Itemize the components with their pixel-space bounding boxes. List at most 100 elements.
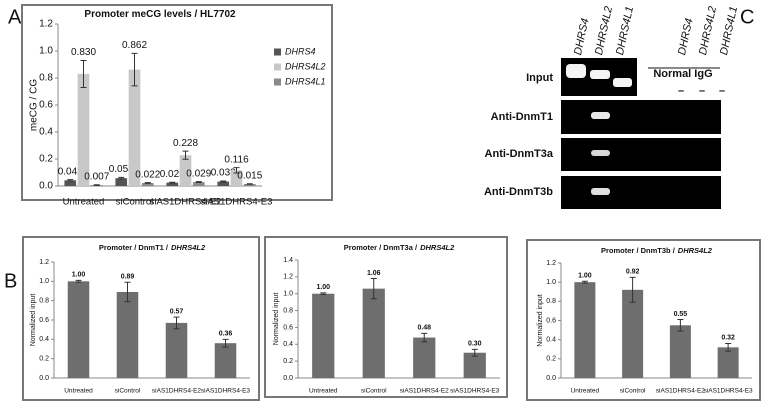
x-tick-label: siAS1DHRS4-E2 [400, 388, 450, 395]
error-bar [471, 348, 478, 357]
error-bar [421, 332, 428, 343]
value-label: 0.042 [58, 166, 83, 177]
x-tick-label: Untreated [309, 388, 338, 395]
bar [214, 343, 237, 378]
value-label: 0.015 [237, 170, 262, 181]
chart-title-text: Promoter / DnmT3b / [601, 246, 676, 255]
value-label: 0.033 [211, 168, 236, 179]
y-tick-label: 1.0 [39, 278, 49, 285]
error-bar [629, 276, 636, 303]
error-bar [173, 316, 180, 330]
gel-image [561, 176, 721, 209]
x-tick-label: Untreated [63, 197, 105, 208]
error-bar [370, 278, 377, 300]
error-bar [131, 52, 138, 87]
y-tick-label: 1.0 [283, 291, 293, 298]
value-label: 0.55 [674, 311, 688, 318]
chart: Promoter / DnmT3a / DHRS4L2 Normalized inp… [264, 236, 508, 398]
legend-label: DHRS4 [285, 46, 316, 56]
bar [192, 182, 205, 186]
error-bar [93, 184, 100, 186]
y-tick-label: 0.2 [39, 356, 49, 363]
error-bar [124, 281, 131, 303]
value-label: 1.00 [72, 272, 86, 279]
chart-frame [526, 239, 761, 401]
y-tick-label: 1.4 [283, 257, 293, 264]
y-tick-label: 0.4 [546, 337, 556, 344]
lane-label: DHRS4L1 [614, 5, 636, 56]
y-tick-label: 0.6 [546, 317, 556, 324]
y-tick-label: 0.0 [546, 375, 556, 382]
y-tick-label: 1.2 [39, 19, 53, 30]
bar [230, 170, 243, 186]
error-bar [182, 150, 189, 160]
error-bar [320, 292, 327, 296]
chart-title: Promoter / DnmT1 /DHRS4L2 [99, 243, 206, 252]
x-tick-label: Untreated [64, 388, 93, 395]
y-axis-label: meCG / CG [29, 79, 40, 131]
value-label: 0.029 [186, 168, 211, 179]
value-label: 0.32 [721, 335, 735, 342]
value-label: 1.00 [578, 272, 592, 279]
gel-band [591, 188, 610, 195]
y-tick-label: 0.2 [39, 154, 53, 165]
lane-label: DHRS4L2 [697, 5, 719, 56]
chart-title: Promoter meCG levels / HL7702 [84, 9, 236, 20]
row-label: Anti-DnmT1 [491, 111, 553, 123]
error-bar [144, 182, 151, 184]
y-tick-label: 0.0 [39, 181, 53, 192]
legend-label: DHRS4L1 [285, 76, 326, 86]
bar [669, 325, 691, 378]
row-label: Anti-DnmT3a [485, 148, 554, 160]
x-tick-label: siControl [361, 388, 387, 395]
value-label: 0.830 [71, 47, 96, 58]
chart-title-gene: DHRS4L2 [171, 243, 206, 252]
x-tick-label: siAS1DHRS4-E3 [704, 388, 754, 395]
value-label: 1.00 [316, 284, 330, 291]
x-tick-label: siAS1DHRS4-E2 [152, 388, 202, 395]
error-bar [725, 343, 732, 352]
gel-band [613, 78, 632, 87]
bar [67, 281, 90, 378]
value-label: 0.862 [122, 40, 147, 51]
y-tick-label: 0.8 [283, 307, 293, 314]
error-bar [80, 59, 87, 88]
chart-title-gene: DHRS4L2 [678, 246, 713, 255]
y-tick-label: 0.8 [39, 298, 49, 305]
bar [574, 282, 596, 378]
x-tick-label: siControl [620, 388, 646, 395]
y-tick-label: 1.2 [39, 259, 49, 266]
bar [179, 155, 192, 186]
chart-title-text: Promoter / DnmT1 / [99, 243, 169, 252]
legend-swatch [274, 63, 281, 71]
y-axis-label: Normalized input [537, 294, 544, 347]
x-tick-label: Untreated [571, 388, 600, 395]
value-label: 0.30 [468, 341, 482, 348]
error-bar [220, 180, 227, 183]
chart: Promoter / DnmT1 /DHRS4L2 Normalized inpu… [22, 236, 260, 401]
y-tick-label: 0.2 [546, 356, 556, 363]
chart-title-text: Promoter / DnmT3a / [344, 243, 418, 252]
error-bar [67, 179, 74, 182]
error-bar [677, 319, 684, 332]
y-tick-label: 0.2 [283, 358, 293, 365]
lane-label: DHRS4L1 [718, 5, 740, 56]
chart-title: Promoter / DnmT3a / DHRS4L2 [344, 243, 455, 252]
bar [463, 352, 486, 378]
gel-band [590, 70, 610, 79]
value-label: 0.36 [219, 331, 233, 338]
y-tick-label: 0.6 [39, 317, 49, 324]
x-tick-label: siAS1DHRS4-E3 [450, 388, 500, 395]
x-tick-label: siAS1DHRS4-E2 [150, 197, 222, 208]
chart: Promoter / DnmT3b / DHRS4L2 Normalized inp… [526, 239, 761, 401]
bar [115, 178, 128, 186]
control-label: Normal IgG [653, 68, 712, 80]
value-label: 0.025 [160, 169, 185, 180]
y-tick-label: 0.0 [283, 375, 293, 382]
gel-image [561, 138, 721, 171]
control-mark: – [719, 85, 725, 97]
row-label: Anti-DnmT3b [484, 186, 553, 198]
y-tick-label: 0.4 [39, 127, 53, 138]
